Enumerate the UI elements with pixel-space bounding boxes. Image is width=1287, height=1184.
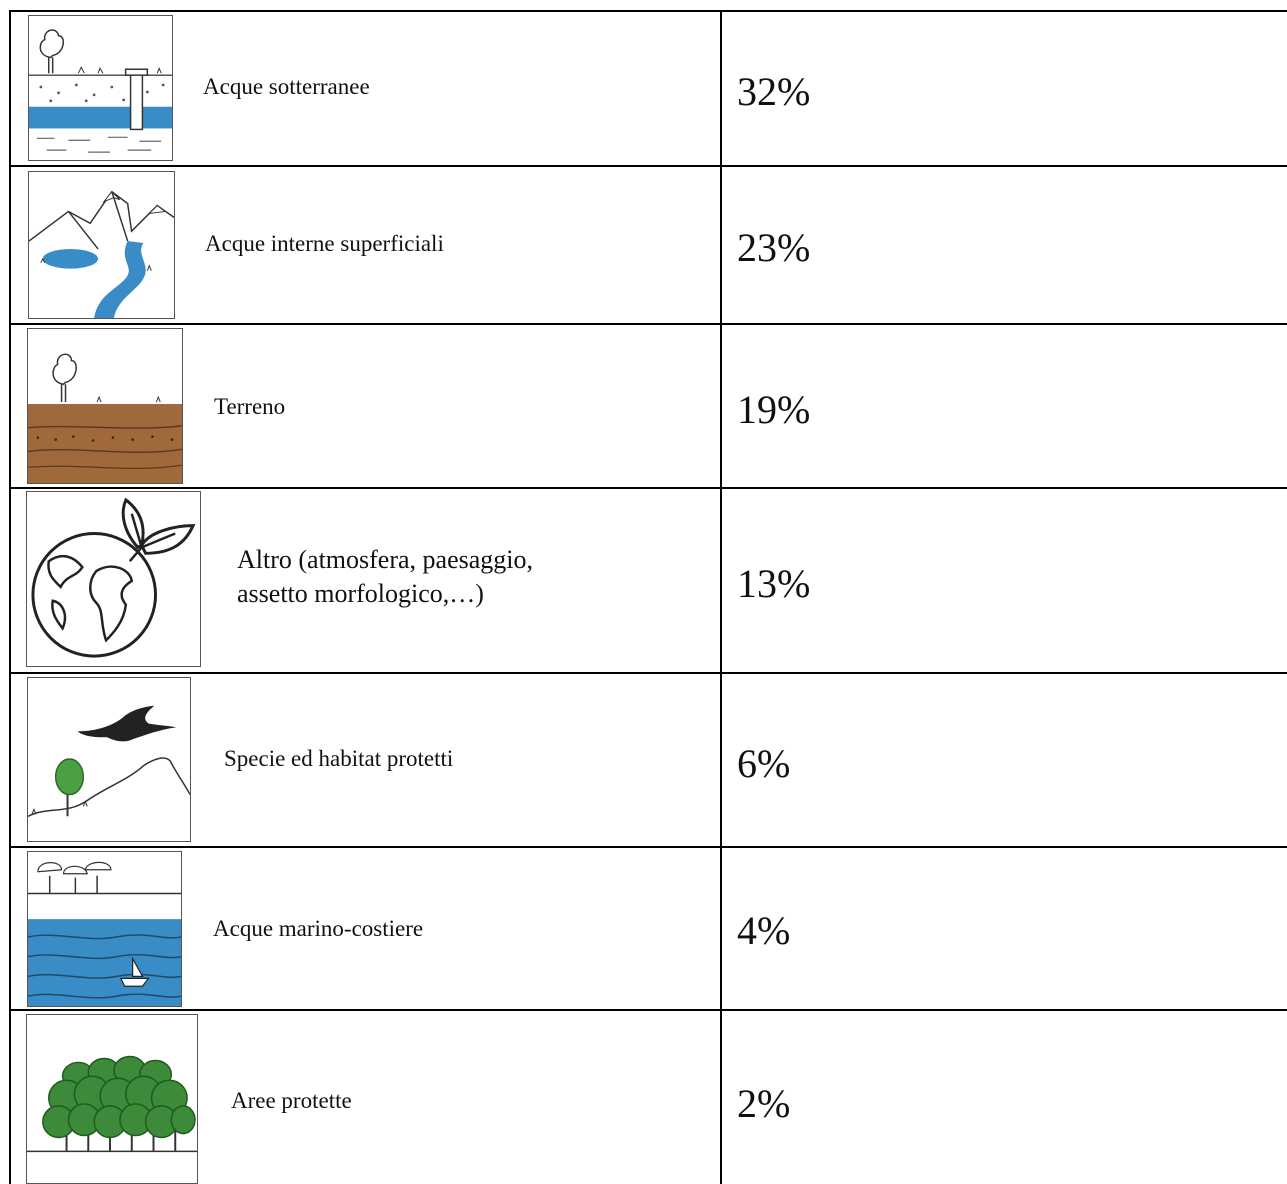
row-percentage: 19% (737, 387, 811, 432)
row-label: Acque interne superficiali (205, 231, 444, 256)
row-percentage: 4% (737, 908, 791, 953)
row-percentage: 23% (737, 225, 811, 270)
row-percentage: 13% (737, 561, 811, 606)
row-divider (9, 1009, 1287, 1011)
soil-icon (27, 328, 183, 484)
row-divider (9, 846, 1287, 848)
table-divider-column (720, 10, 722, 1184)
row-label-line2: assetto morfologico,…) (237, 579, 484, 608)
surface-water-icon (28, 171, 175, 319)
row-label: Specie ed habitat protetti (224, 746, 454, 771)
row-divider (9, 165, 1287, 167)
row-divider (9, 672, 1287, 674)
row-percentage: 32% (737, 69, 811, 114)
table-border-top (9, 10, 1287, 12)
row-label: Acque marino-costiere (213, 916, 424, 941)
row-percentage: 6% (737, 741, 791, 786)
row-label: Acque sotterranee (203, 74, 370, 99)
bird-habitat-icon (27, 677, 191, 842)
row-percentage: 2% (737, 1081, 791, 1126)
sea-boat-icon (27, 851, 182, 1007)
globe-leaf-icon (26, 491, 201, 667)
row-divider (9, 323, 1287, 325)
row-label-line1: Altro (atmosfera, paesaggio, (237, 545, 534, 574)
groundwater-icon (28, 15, 173, 161)
row-label: Terreno (214, 394, 286, 419)
forest-icon (26, 1014, 198, 1184)
table-border-left (9, 10, 11, 1184)
row-divider (9, 487, 1287, 489)
row-label: Aree protette (231, 1088, 352, 1113)
